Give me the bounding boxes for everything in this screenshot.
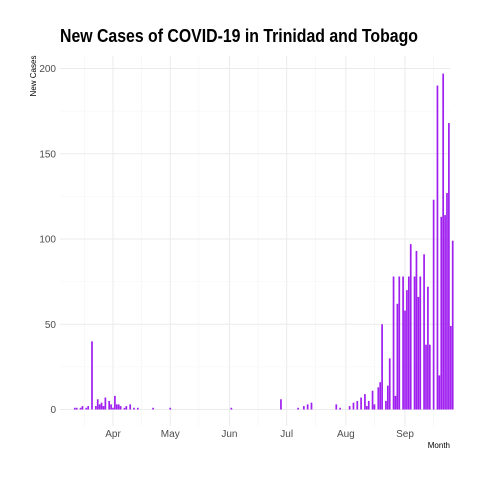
y-tick-label: 100	[39, 235, 56, 246]
bar	[348, 406, 351, 410]
bar	[432, 199, 435, 410]
bar	[352, 402, 355, 410]
bar	[169, 407, 172, 410]
bar	[404, 310, 406, 410]
bar	[79, 407, 82, 410]
bar	[117, 404, 120, 410]
bar	[152, 407, 154, 410]
bar	[87, 406, 90, 410]
y-tick-label: 50	[45, 320, 57, 331]
bar	[297, 407, 299, 410]
bar	[73, 407, 76, 410]
bar	[100, 402, 103, 410]
y-tick-label: 0	[50, 405, 56, 416]
x-tick-label: Jul	[280, 429, 293, 440]
bar	[419, 276, 422, 410]
bar	[396, 303, 399, 410]
bar	[446, 192, 448, 410]
bar	[409, 244, 412, 410]
bar	[364, 394, 366, 410]
bar	[379, 382, 382, 410]
bar	[112, 407, 114, 410]
major-gridlines	[60, 56, 450, 426]
bar	[98, 404, 101, 410]
bar	[85, 407, 88, 410]
bar	[367, 400, 370, 410]
minor-gridlines	[60, 56, 450, 426]
bar	[442, 73, 445, 410]
bar	[81, 406, 84, 410]
bar	[133, 407, 135, 410]
y-tick-label: 150	[39, 149, 56, 160]
x-tick-label: Aug	[337, 429, 355, 440]
bar	[136, 407, 139, 410]
bar	[440, 216, 443, 410]
bar	[386, 385, 389, 410]
bar	[415, 250, 418, 410]
y-axis-tick-labels: 0 50 100 150 200	[39, 64, 56, 416]
chart-title: New Cases of COVID-19 in Trinidad and To…	[60, 26, 418, 46]
bar	[356, 400, 359, 410]
bar	[114, 395, 116, 410]
bar	[104, 397, 107, 410]
x-tick-label: Sep	[396, 429, 414, 440]
bar	[75, 407, 78, 410]
bar	[96, 399, 99, 410]
bar	[449, 325, 452, 410]
bar	[448, 123, 450, 410]
bar	[102, 406, 105, 410]
bar	[438, 375, 441, 410]
x-axis-label: Month	[428, 441, 450, 450]
bar	[335, 404, 338, 410]
bar	[339, 407, 341, 410]
bar	[444, 215, 446, 410]
bar	[110, 404, 112, 410]
bar	[373, 404, 376, 410]
bar	[381, 324, 383, 410]
bar-series	[73, 73, 454, 410]
bar	[377, 387, 380, 410]
bar	[91, 341, 93, 410]
bar	[306, 404, 309, 410]
bar	[425, 344, 427, 410]
bar	[108, 400, 111, 410]
bar	[119, 406, 122, 410]
bar	[129, 404, 132, 410]
bar	[394, 395, 397, 410]
bar	[407, 276, 410, 410]
bar	[436, 85, 439, 410]
x-axis-tick-labels: Apr May Jun Jul Aug Sep	[105, 429, 414, 440]
bar	[94, 406, 97, 410]
bar	[388, 358, 391, 410]
bar	[280, 399, 282, 410]
x-tick-label: May	[161, 429, 180, 440]
y-axis-label: New Cases	[29, 56, 38, 97]
bar	[406, 290, 408, 410]
bar	[115, 404, 118, 410]
x-tick-label: Jun	[221, 429, 237, 440]
y-tick-label: 200	[39, 64, 56, 75]
bar	[360, 397, 362, 410]
bar	[385, 400, 387, 410]
bar	[365, 406, 368, 410]
bar	[398, 276, 401, 410]
bar	[125, 406, 128, 410]
bar	[427, 286, 429, 410]
bar	[413, 276, 416, 410]
bar	[123, 407, 126, 410]
bar	[451, 240, 454, 410]
bar	[302, 406, 305, 410]
bar	[371, 390, 374, 410]
bar	[392, 276, 395, 410]
bar	[310, 402, 313, 410]
bar	[230, 407, 233, 410]
x-tick-label: Apr	[105, 429, 121, 440]
bar	[423, 254, 425, 410]
bar	[402, 276, 404, 410]
bar	[417, 296, 420, 410]
bar	[428, 344, 431, 410]
